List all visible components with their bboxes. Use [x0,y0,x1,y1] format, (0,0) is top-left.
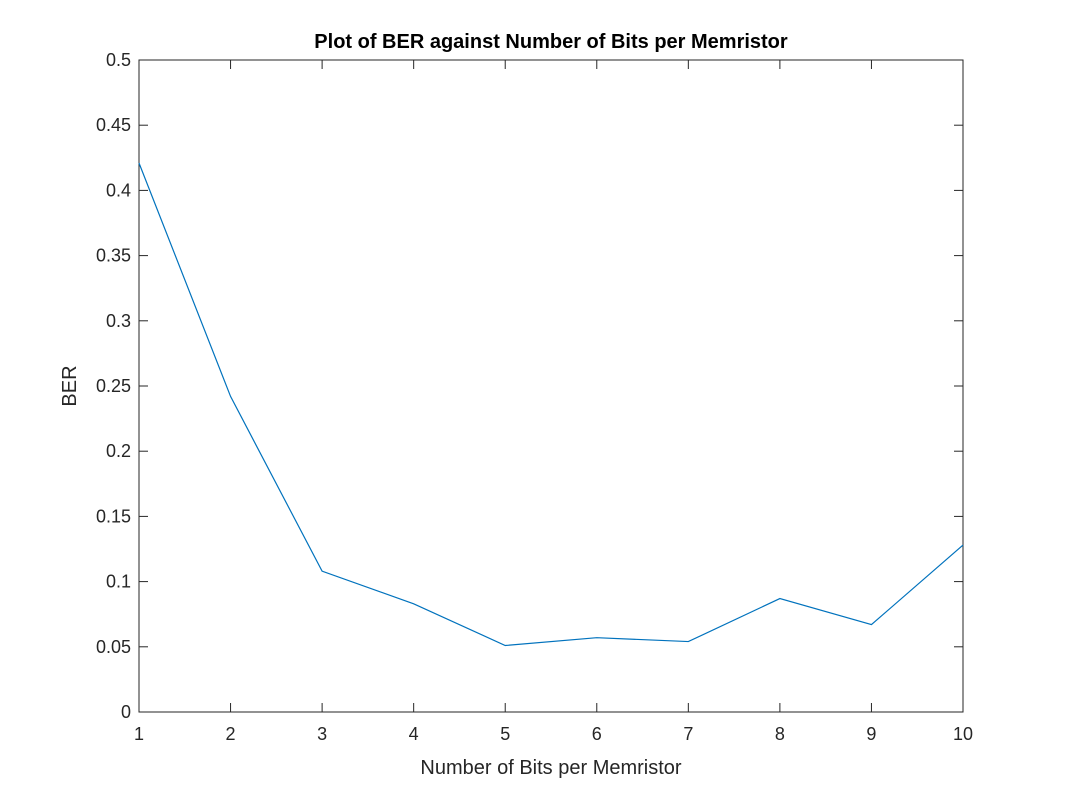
y-tick-label: 0.05 [96,637,131,657]
x-tick-label: 9 [866,724,876,744]
x-tick-label: 3 [317,724,327,744]
y-tick-label: 0.1 [106,572,131,592]
x-tick-label: 8 [775,724,785,744]
y-tick-label: 0.2 [106,441,131,461]
series-line-0 [138,162,964,647]
y-tick-label: 0.15 [96,506,131,526]
x-tick-label: 6 [592,724,602,744]
y-tick-label: 0.45 [96,115,131,135]
x-tick-label: 4 [409,724,419,744]
y-tick-label: 0.4 [106,180,131,200]
y-tick-label: 0 [121,702,131,722]
x-axis-ticks: 1 2 3 4 5 6 7 8 9 10 [134,60,973,744]
x-axis-label: Number of Bits per Memristor [420,757,682,779]
x-tick-label: 5 [500,724,510,744]
y-tick-label: 0.3 [106,311,131,331]
y-tick-label: 0.25 [96,376,131,396]
y-tick-label: 0.35 [96,246,131,266]
chart-title: Plot of BER against Number of Bits per M… [314,31,788,53]
series-layer [138,162,964,647]
y-tick-label: 0.5 [106,50,131,70]
x-tick-label: 1 [134,724,144,744]
x-tick-label: 7 [683,724,693,744]
x-tick-label: 2 [226,724,236,744]
x-tick-label: 10 [953,724,973,744]
y-axis-label: BER [59,365,81,406]
y-axis-ticks: 0 0.05 0.1 0.15 0.2 0.25 0.3 0.35 0.4 0.45 0.5 [96,50,963,722]
plot-area [138,59,964,713]
